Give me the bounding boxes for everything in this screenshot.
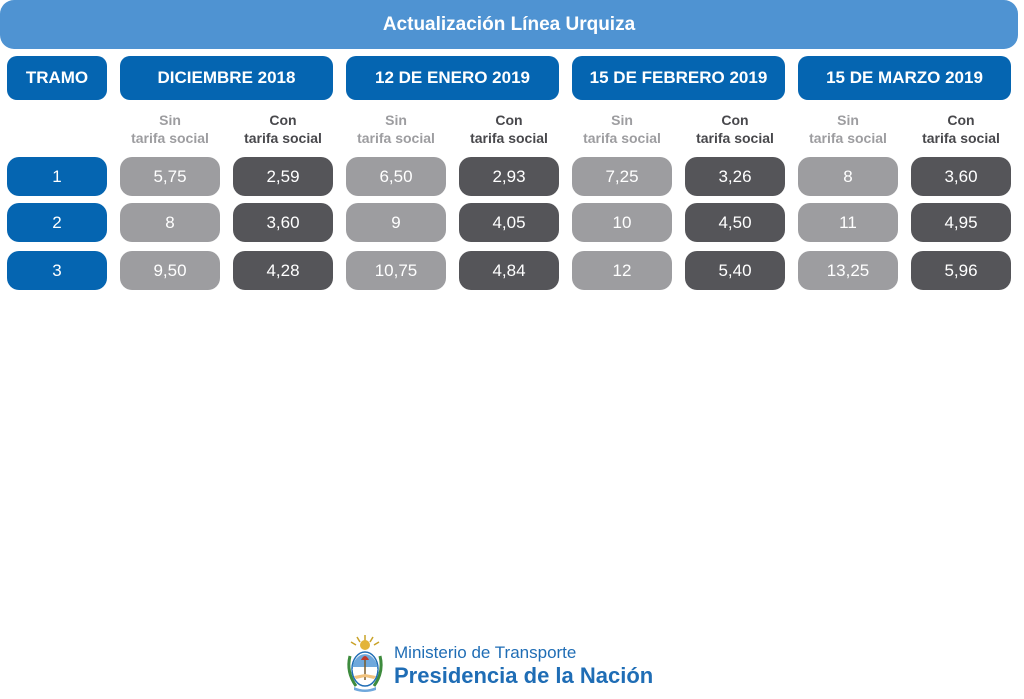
subheader-con-tarifa-social: Con tarifa social (922, 112, 1000, 146)
coat-of-arms-icon (344, 634, 386, 699)
period-header-jan-2019: 12 DE ENERO 2019 (346, 56, 559, 100)
tramo-cell: 2 (7, 203, 107, 242)
period-header-mar-2019: 15 DE MARZO 2019 (798, 56, 1011, 100)
fare-cell-con: 3,60 (911, 157, 1011, 196)
fare-cell-con: 2,93 (459, 157, 559, 196)
fare-cell-con: 2,59 (233, 157, 333, 196)
fare-cell-con: 4,95 (911, 203, 1011, 242)
fare-cell-sin: 10,75 (346, 251, 446, 290)
fare-cell-sin: 9,50 (120, 251, 220, 290)
fare-cell-sin: 8 (798, 157, 898, 196)
page-title-banner: Actualización Línea Urquiza (0, 0, 1018, 49)
subheader-sin-tarifa-social: Sin tarifa social (583, 112, 661, 146)
fare-cell-con: 4,05 (459, 203, 559, 242)
fare-cell-sin: 8 (120, 203, 220, 242)
fare-cell-sin: 7,25 (572, 157, 672, 196)
period-header-dec-2018: DICIEMBRE 2018 (120, 56, 333, 100)
fare-cell-con: 3,60 (233, 203, 333, 242)
tramo-header: TRAMO (7, 56, 107, 100)
footer-branding: Ministerio de Transporte Presidencia de … (344, 634, 654, 699)
tramo-cell: 1 (7, 157, 107, 196)
fare-cell-con: 4,84 (459, 251, 559, 290)
fare-cell-con: 4,28 (233, 251, 333, 290)
subheader-con-tarifa-social: Con tarifa social (244, 112, 322, 146)
fare-cell-sin: 6,50 (346, 157, 446, 196)
tramo-cell: 3 (7, 251, 107, 290)
fare-cell-sin: 12 (572, 251, 672, 290)
presidency-name: Presidencia de la Nación (394, 663, 654, 688)
fare-cell-sin: 5,75 (120, 157, 220, 196)
ministry-name: Ministerio de Transporte (394, 643, 577, 662)
subheader-sin-tarifa-social: Sin tarifa social (357, 112, 435, 146)
fare-cell-sin: 13,25 (798, 251, 898, 290)
fare-cell-con: 5,40 (685, 251, 785, 290)
fare-cell-con: 3,26 (685, 157, 785, 196)
fare-cell-sin: 9 (346, 203, 446, 242)
subheader-sin-tarifa-social: Sin tarifa social (131, 112, 209, 146)
subheader-con-tarifa-social: Con tarifa social (696, 112, 774, 146)
subheader-con-tarifa-social: Con tarifa social (470, 112, 548, 146)
period-header-feb-2019: 15 DE FEBRERO 2019 (572, 56, 785, 100)
page-title: Actualización Línea Urquiza (382, 13, 636, 35)
fare-cell-con: 4,50 (685, 203, 785, 242)
fare-cell-con: 5,96 (911, 251, 1011, 290)
fare-cell-sin: 11 (798, 203, 898, 242)
subheader-sin-tarifa-social: Sin tarifa social (809, 112, 887, 146)
fare-cell-sin: 10 (572, 203, 672, 242)
